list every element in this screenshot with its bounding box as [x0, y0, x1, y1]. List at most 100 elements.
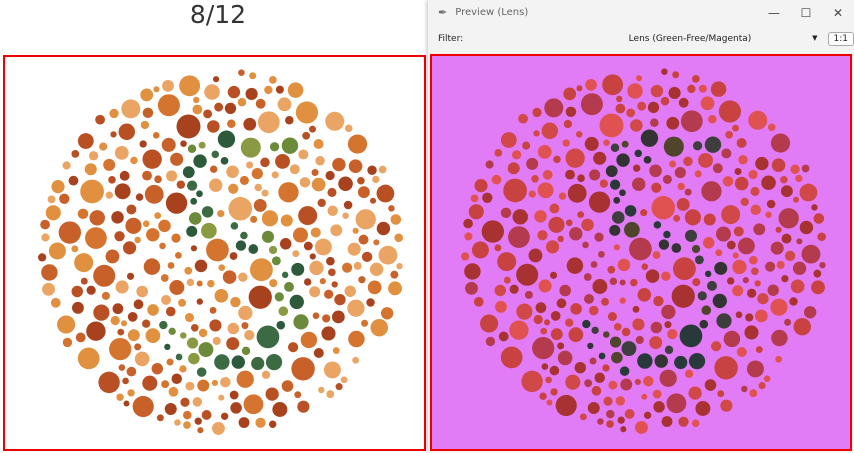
plate-dot — [154, 175, 162, 184]
plate-dot — [661, 304, 676, 320]
plate-dot — [542, 169, 553, 180]
plate-dot — [811, 280, 825, 295]
plate-dot — [784, 250, 796, 262]
plate-dot — [238, 305, 253, 321]
plate-dot — [485, 160, 494, 169]
plate-dot — [315, 156, 325, 166]
minimize[interactable]: — — [768, 5, 780, 20]
plate-dot — [703, 213, 716, 226]
plate-dot — [269, 279, 278, 288]
plate-dot — [190, 245, 197, 252]
plate-dot — [175, 353, 183, 361]
plate-dot — [613, 322, 622, 331]
plate-dot — [745, 313, 754, 322]
plate-dot — [110, 131, 117, 138]
plate-dot — [765, 211, 772, 218]
plate-dot — [599, 179, 609, 188]
plate-dot — [674, 355, 688, 370]
zoom-button[interactable]: 1:1 — [827, 31, 854, 46]
plate-dot — [40, 219, 50, 230]
plate-dot — [142, 149, 162, 169]
plate-dot — [651, 195, 676, 220]
plate-dot — [597, 418, 604, 425]
plate-dot — [59, 193, 70, 204]
plate-dot — [182, 166, 195, 179]
plate-dot — [598, 352, 606, 360]
plate-dot — [281, 380, 294, 392]
plate-dot — [534, 210, 547, 223]
plate-dot — [544, 98, 564, 118]
plate-dot — [508, 226, 530, 248]
plate-dot — [98, 371, 120, 394]
plate-dot — [228, 183, 239, 194]
plate-dot — [214, 354, 230, 370]
plate-dot — [652, 251, 661, 259]
plate-dot — [801, 244, 821, 264]
plate-dot — [114, 145, 129, 160]
plate-dot — [751, 267, 759, 276]
plate-dot — [715, 226, 731, 242]
plate-dot — [621, 327, 631, 337]
plate-dot — [190, 197, 198, 205]
plate-dot — [347, 134, 368, 154]
plate-dot — [627, 83, 643, 99]
plate-dot — [775, 355, 783, 363]
plate-dot — [114, 183, 131, 200]
close[interactable]: ✕ — [832, 5, 844, 20]
plate-dot — [574, 361, 586, 374]
plate-dot — [311, 168, 319, 177]
plate-dot — [45, 205, 61, 221]
plate-dot — [174, 419, 181, 426]
plate-dot — [674, 167, 686, 179]
plate-dot — [695, 400, 711, 417]
plate-dot — [274, 292, 284, 302]
plate-dot — [570, 303, 582, 315]
plate-dot — [535, 302, 547, 314]
plate-dot — [630, 119, 643, 132]
plate-dot — [179, 75, 201, 97]
plate-dot — [732, 259, 747, 275]
plate-dot — [606, 409, 615, 419]
plate-dot — [88, 151, 99, 161]
plate-dot — [679, 324, 703, 348]
maximize[interactable]: ☐ — [800, 5, 812, 20]
plate-dot — [577, 174, 585, 183]
plate-dot — [227, 119, 236, 129]
plate-dot — [71, 285, 83, 298]
plate-dot — [187, 144, 197, 153]
plate-dot — [464, 232, 473, 241]
plate-dot — [122, 241, 137, 255]
plate-dot — [813, 213, 825, 224]
plate-dot — [338, 176, 353, 192]
plate-dot — [180, 140, 187, 147]
plate-dot — [494, 284, 506, 297]
plate-dot — [634, 378, 641, 385]
plate-dot — [753, 223, 766, 236]
filter-dropdown[interactable]: Lens (Green-Free/Magenta) ▼ — [568, 34, 818, 44]
plate-dot — [108, 176, 116, 184]
plate-dot — [608, 380, 618, 390]
plate-dot — [319, 278, 326, 285]
plate-dot — [378, 245, 398, 265]
plate-dot — [229, 390, 239, 400]
plate-dot — [214, 288, 229, 303]
plate-dot — [165, 192, 188, 214]
plate-dot — [38, 253, 47, 262]
plate-dot — [209, 178, 223, 192]
plate-dot — [691, 244, 701, 254]
plate-dot — [300, 331, 318, 349]
plate-dot — [159, 242, 166, 250]
plate-dot — [652, 389, 662, 399]
plate-dot — [609, 277, 618, 286]
window-title: Preview (Lens) — [455, 7, 529, 18]
plate-dot — [179, 332, 187, 339]
plate-dot — [532, 336, 555, 360]
plate-dot — [494, 148, 503, 157]
plate-dot — [697, 291, 707, 301]
plate-dot — [541, 122, 559, 140]
plate-dot — [653, 295, 664, 307]
plate-dot — [95, 114, 105, 125]
plate-dot — [664, 321, 672, 329]
plate-dot — [599, 113, 624, 138]
plate-dot — [292, 250, 300, 258]
